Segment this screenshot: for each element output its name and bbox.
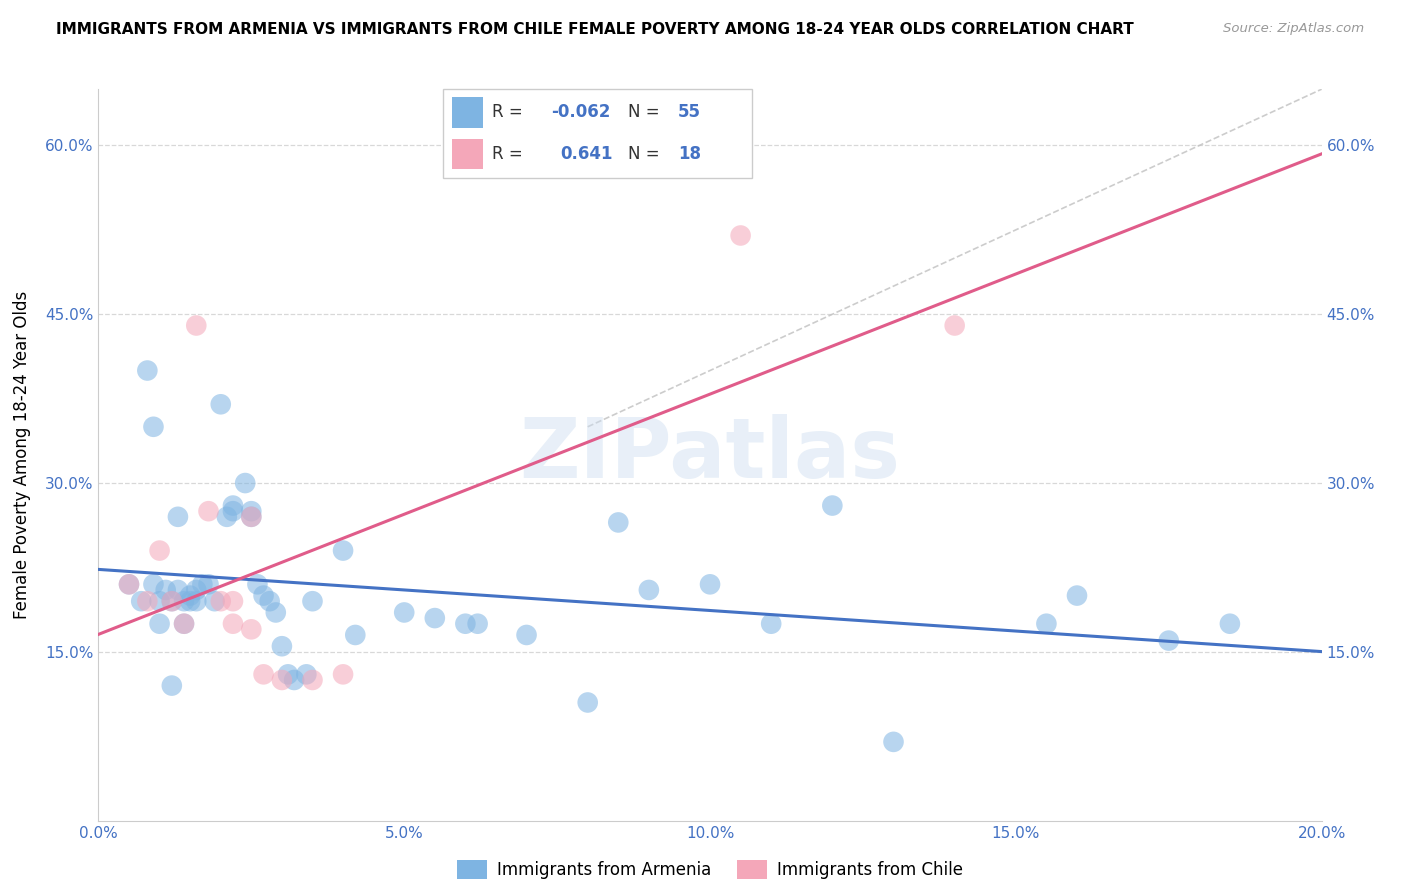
Point	[149, 594, 172, 608]
Text: ZIPatlas: ZIPatlas	[520, 415, 900, 495]
Point	[186, 582, 208, 597]
Point	[142, 577, 165, 591]
Point	[1035, 616, 1057, 631]
Point	[222, 504, 245, 518]
Point	[173, 616, 195, 631]
Point	[209, 397, 232, 411]
Point	[392, 606, 416, 620]
Point	[155, 582, 177, 597]
Point	[191, 577, 214, 591]
Point	[160, 594, 183, 608]
Point	[637, 582, 661, 597]
Point	[699, 577, 721, 591]
Point	[759, 616, 782, 631]
Point	[233, 476, 256, 491]
Text: R =: R =	[492, 103, 529, 121]
Point	[179, 594, 201, 608]
Point	[576, 696, 599, 710]
Point	[283, 673, 305, 687]
Point	[129, 594, 152, 608]
Point	[301, 594, 323, 608]
Legend: Immigrants from Armenia, Immigrants from Chile: Immigrants from Armenia, Immigrants from…	[451, 853, 969, 886]
Point	[252, 667, 274, 681]
Point	[332, 543, 354, 558]
Point	[173, 594, 195, 608]
Point	[186, 594, 208, 608]
Point	[277, 667, 299, 681]
Point	[454, 616, 477, 631]
Point	[136, 594, 159, 608]
Point	[301, 673, 323, 687]
Point	[222, 616, 245, 631]
Point	[943, 318, 966, 333]
Point	[516, 628, 538, 642]
Point	[240, 623, 263, 637]
Point	[209, 594, 232, 608]
Point	[240, 509, 263, 524]
Point	[423, 611, 446, 625]
Point	[252, 589, 274, 603]
Text: 0.641: 0.641	[561, 145, 613, 163]
Point	[118, 577, 141, 591]
Point	[344, 628, 367, 642]
Point	[149, 616, 172, 631]
Y-axis label: Female Poverty Among 18-24 Year Olds: Female Poverty Among 18-24 Year Olds	[13, 291, 31, 619]
Point	[246, 577, 269, 591]
Point	[197, 577, 219, 591]
Point	[883, 735, 905, 749]
Point	[167, 509, 190, 524]
Point	[821, 499, 844, 513]
Text: 18: 18	[678, 145, 702, 163]
Point	[118, 577, 141, 591]
Point	[136, 363, 159, 377]
Point	[1066, 589, 1088, 603]
Text: IMMIGRANTS FROM ARMENIA VS IMMIGRANTS FROM CHILE FEMALE POVERTY AMONG 18-24 YEAR: IMMIGRANTS FROM ARMENIA VS IMMIGRANTS FR…	[56, 22, 1135, 37]
Point	[1157, 633, 1180, 648]
Point	[149, 543, 172, 558]
Point	[179, 589, 201, 603]
Point	[264, 606, 287, 620]
Point	[1219, 616, 1241, 631]
Text: -0.062: -0.062	[551, 103, 610, 121]
Point	[215, 509, 238, 524]
Point	[730, 228, 752, 243]
Text: R =: R =	[492, 145, 529, 163]
Point	[240, 504, 263, 518]
Point	[295, 667, 318, 681]
Point	[173, 616, 195, 631]
Bar	[453, 139, 484, 169]
Point	[270, 673, 292, 687]
Point	[270, 639, 292, 653]
Text: Source: ZipAtlas.com: Source: ZipAtlas.com	[1223, 22, 1364, 36]
Point	[467, 616, 489, 631]
Point	[167, 582, 190, 597]
Point	[160, 594, 183, 608]
Text: N =: N =	[628, 103, 665, 121]
Point	[160, 679, 183, 693]
Point	[332, 667, 354, 681]
Text: N =: N =	[628, 145, 665, 163]
Point	[222, 594, 245, 608]
Point	[222, 499, 245, 513]
Point	[240, 509, 263, 524]
Point	[204, 594, 226, 608]
Bar	[453, 97, 484, 128]
Point	[259, 594, 281, 608]
Point	[142, 419, 165, 434]
Point	[186, 318, 208, 333]
Text: 55: 55	[678, 103, 702, 121]
Point	[197, 504, 219, 518]
Point	[607, 516, 630, 530]
